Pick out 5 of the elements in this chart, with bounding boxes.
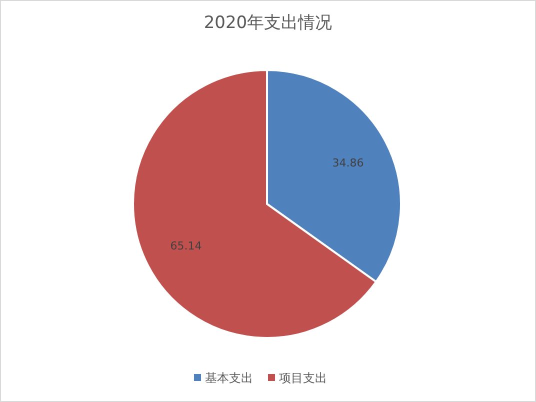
legend-label: 基本支出: [205, 371, 253, 385]
data-label: 34.86: [332, 156, 364, 170]
data-label: 65.14: [170, 240, 202, 253]
legend-label: 项目支出: [279, 371, 327, 385]
chart-title: 2020年支出情况: [204, 13, 332, 33]
